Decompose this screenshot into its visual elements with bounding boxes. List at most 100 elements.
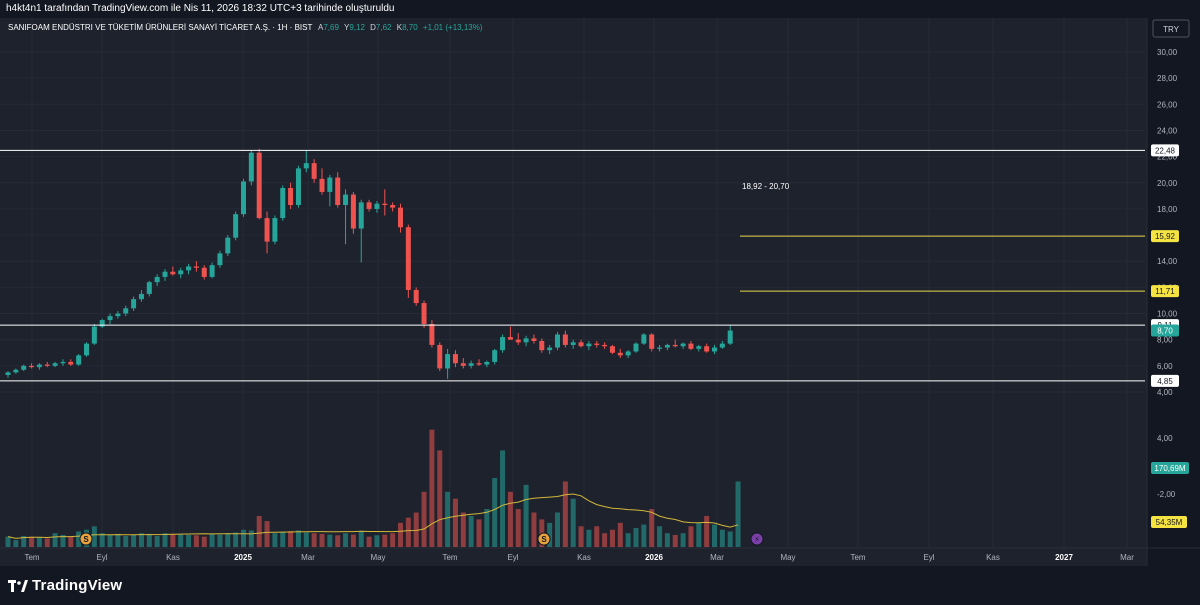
volume-bar [460, 512, 466, 547]
candle [562, 330, 568, 348]
volume-bar [500, 450, 506, 547]
candle [484, 360, 490, 368]
volume-bar [358, 531, 364, 547]
candle [288, 182, 294, 209]
candle [154, 274, 160, 287]
tradingview-logo-text: TradingView [32, 577, 123, 594]
price-tick-label: 18,00 [1157, 205, 1178, 214]
earnings-event-icon[interactable]: ⚡ [750, 532, 764, 546]
candle [193, 261, 199, 272]
price-axis[interactable]: 30,0028,0026,0024,0022,0020,0018,0016,00… [1146, 18, 1200, 566]
candle [272, 215, 278, 245]
volume-bar [468, 515, 474, 547]
candle [248, 150, 254, 186]
candle [374, 201, 380, 213]
candle [421, 300, 427, 328]
volume-bar [248, 530, 254, 547]
candle [688, 341, 694, 351]
candle [492, 348, 498, 365]
time-tick-label: Eyl [923, 553, 934, 562]
time-tick-label: 2026 [645, 553, 663, 562]
volume-bar [398, 522, 403, 547]
time-tick-label: Mar [301, 553, 315, 562]
volume-bar [429, 429, 435, 547]
range-annotation: 18,92 - 20,70 [742, 182, 790, 191]
volume-bar [217, 534, 223, 547]
volume-bar [264, 521, 270, 547]
price-levels [0, 149, 1145, 382]
candle [99, 318, 105, 328]
volume-bar [664, 533, 670, 547]
volume-bar [680, 533, 686, 547]
volume-bar [507, 491, 513, 547]
chart-area[interactable]: 30,0028,0026,0024,0022,0020,0018,0016,00… [0, 18, 1200, 566]
volume-bar [280, 531, 286, 547]
time-tick-label: May [780, 553, 795, 562]
volume-bar [719, 529, 725, 547]
candle [170, 266, 176, 276]
candle [131, 296, 137, 311]
volume-bar [91, 526, 97, 547]
candle [350, 191, 356, 234]
candle [555, 331, 560, 351]
candle [531, 334, 537, 344]
dividend-event-icon[interactable]: S [537, 532, 551, 546]
time-tick-label: Eyl [96, 553, 107, 562]
volume-bar [712, 524, 717, 547]
candlesticks [5, 148, 733, 379]
volume-ma-badge [1151, 516, 1187, 528]
candle [680, 342, 686, 349]
candle [617, 348, 623, 358]
volume-bar [288, 531, 294, 547]
last-price-label: 8,70 [1157, 327, 1173, 336]
volume-bar [374, 535, 380, 547]
candle [36, 363, 42, 370]
price-tick-label: 6,00 [1157, 362, 1173, 371]
volume-bar [76, 531, 82, 547]
candle [704, 343, 710, 353]
candle [233, 211, 239, 241]
volume-bar [492, 478, 498, 547]
open-value: 7,69 [323, 23, 339, 32]
volume-bar [99, 533, 105, 547]
candle [570, 339, 576, 349]
candle [602, 342, 608, 349]
volume-bars [5, 429, 741, 547]
candle [468, 360, 474, 369]
volume-bar [609, 529, 615, 547]
candle [256, 148, 262, 220]
dividend-event-icon[interactable]: S [79, 532, 93, 546]
price-level-badge [1151, 230, 1179, 243]
volume-bar [138, 533, 144, 547]
volume-bar [555, 512, 560, 547]
candle [241, 178, 246, 217]
chart-background [0, 18, 1200, 566]
volume-bar [452, 498, 458, 547]
volume-bar [193, 535, 199, 547]
candle [507, 326, 513, 340]
volume-bar [115, 533, 121, 547]
volume-ma-label: 54,35M [1156, 518, 1183, 527]
currency-button[interactable]: TRY [1152, 19, 1190, 38]
volume-bar [476, 519, 482, 547]
volume-bar [445, 491, 451, 547]
low-value: 7,62 [376, 23, 392, 32]
volume-bar [311, 533, 317, 547]
volume-bar [704, 515, 710, 547]
candle [162, 269, 168, 281]
candle [217, 250, 223, 268]
candle [225, 235, 231, 256]
candle [719, 341, 725, 349]
candle [186, 263, 192, 275]
candle [107, 313, 113, 324]
volume-bar [327, 534, 333, 547]
price-level-label: 22,48 [1155, 146, 1176, 155]
volume-bar [162, 533, 168, 547]
candle [641, 333, 647, 345]
time-axis[interactable]: Tem Eyl Kas 2025 Mar May Tem Eyl Kas 2026 Mar May Te… [0, 532, 1200, 562]
low-label: D [370, 23, 376, 32]
price-tick-label: 8,00 [1157, 336, 1173, 345]
grid [0, 18, 1145, 548]
tradingview-logo[interactable]: TradingView [8, 577, 122, 594]
time-tick-label: Tem [442, 553, 457, 562]
